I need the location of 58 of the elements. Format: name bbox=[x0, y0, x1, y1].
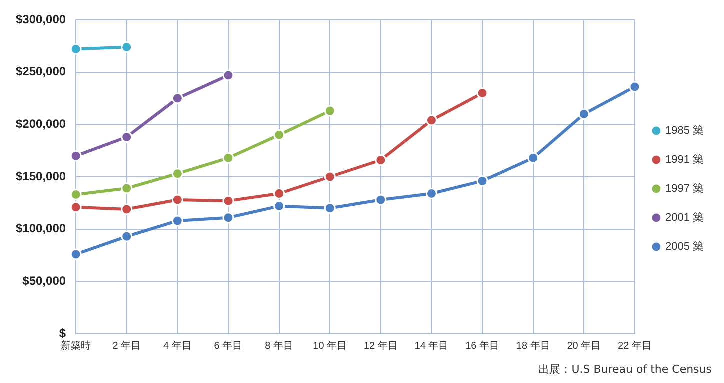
x-tick-label: 10 年目 bbox=[313, 340, 348, 352]
y-tick-label: $ bbox=[59, 326, 66, 340]
y-tick-label: $150,000 bbox=[16, 169, 66, 184]
point bbox=[121, 131, 133, 143]
point bbox=[70, 150, 82, 162]
x-tick-label: 14 年目 bbox=[414, 340, 449, 352]
y-tick-label: $100,000 bbox=[16, 222, 66, 236]
x-tick-label: 6 年目 bbox=[214, 340, 243, 352]
point bbox=[172, 215, 184, 227]
point bbox=[578, 108, 590, 120]
legend-label: 1985 築 bbox=[665, 125, 704, 138]
point bbox=[274, 188, 286, 200]
point bbox=[70, 248, 82, 260]
y-tick-label: $50,000 bbox=[22, 274, 66, 288]
point bbox=[222, 152, 234, 164]
point bbox=[70, 202, 82, 214]
text: 出展：U.S Bureau of the Census bbox=[538, 362, 712, 377]
point bbox=[375, 154, 387, 166]
x-tick-label: 20 年目 bbox=[567, 340, 602, 352]
y-tick-label: $250,000 bbox=[16, 64, 66, 79]
point bbox=[476, 175, 488, 187]
legend-label: 2001 築 bbox=[665, 212, 704, 224]
point bbox=[121, 204, 133, 216]
point bbox=[222, 70, 234, 82]
legend-label: 2005 築 bbox=[665, 241, 704, 254]
y-tick-label: $300,000 bbox=[16, 12, 66, 26]
point bbox=[426, 114, 438, 126]
x-tick-label: 12 年目 bbox=[364, 340, 398, 352]
x-tick-label: 22 年目 bbox=[618, 340, 652, 352]
point bbox=[324, 105, 336, 117]
point bbox=[70, 44, 82, 56]
point bbox=[426, 188, 438, 200]
x-tick-label: 新築時 bbox=[61, 340, 92, 352]
point bbox=[121, 41, 133, 53]
legend-label: 1997 築 bbox=[665, 183, 704, 196]
point bbox=[324, 171, 336, 183]
point bbox=[324, 202, 336, 214]
x-tick-label: 16 年目 bbox=[466, 340, 500, 352]
x-tick-label: 2 年目 bbox=[112, 340, 142, 352]
y-tick-label: $200,000 bbox=[16, 116, 66, 131]
point bbox=[121, 182, 133, 194]
point bbox=[70, 189, 82, 201]
point bbox=[528, 152, 540, 164]
point bbox=[121, 230, 133, 242]
x-tick-label: 4 年目 bbox=[164, 340, 192, 352]
x-tick-label: 8 年目 bbox=[265, 340, 294, 352]
legend-label: 1991 築 bbox=[665, 154, 704, 166]
point bbox=[222, 195, 234, 207]
point bbox=[274, 129, 286, 141]
point bbox=[172, 168, 184, 180]
point bbox=[222, 212, 234, 224]
point bbox=[172, 92, 184, 104]
point bbox=[172, 194, 184, 206]
x-tick-label: 18 年目 bbox=[516, 340, 550, 352]
point bbox=[629, 81, 641, 93]
point bbox=[375, 194, 387, 206]
point bbox=[274, 200, 286, 212]
point bbox=[476, 88, 488, 100]
